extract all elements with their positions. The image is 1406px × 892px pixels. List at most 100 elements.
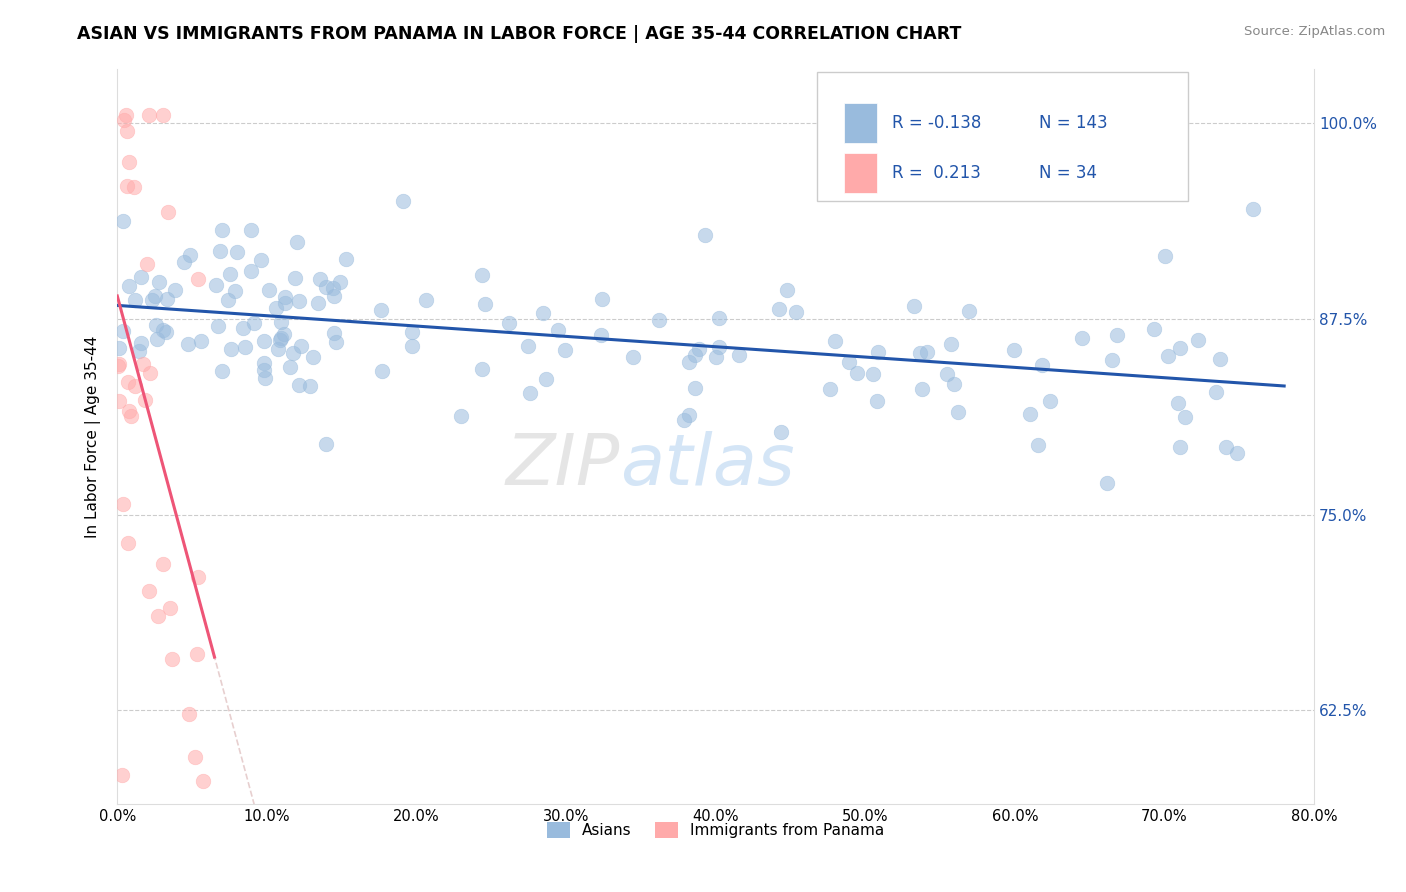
Point bbox=[209, 244, 232, 258]
Point bbox=[302, 351, 325, 365]
Point bbox=[704, 350, 727, 364]
Legend: Asians, Immigrants from Panama: Asians, Immigrants from Panama bbox=[541, 816, 890, 845]
Point bbox=[1215, 440, 1237, 454]
Point bbox=[534, 372, 557, 386]
Point bbox=[315, 437, 337, 451]
Point bbox=[775, 283, 797, 297]
Point bbox=[554, 343, 576, 357]
Point bbox=[281, 346, 304, 360]
Point bbox=[179, 248, 201, 262]
Point bbox=[370, 364, 392, 378]
Point bbox=[135, 257, 157, 271]
Point bbox=[111, 768, 134, 782]
Point bbox=[184, 750, 207, 764]
Point bbox=[152, 557, 174, 571]
Point bbox=[591, 293, 613, 307]
Point bbox=[1154, 249, 1177, 263]
Text: R = -0.138: R = -0.138 bbox=[891, 114, 981, 132]
Point bbox=[1156, 349, 1178, 363]
Point bbox=[225, 244, 247, 259]
Point bbox=[190, 334, 212, 348]
Point bbox=[134, 392, 156, 407]
Point bbox=[531, 306, 554, 320]
Point bbox=[129, 335, 152, 350]
Point bbox=[107, 359, 129, 373]
Point bbox=[156, 292, 179, 306]
Point bbox=[143, 289, 166, 303]
Point bbox=[152, 108, 174, 122]
Point bbox=[290, 339, 312, 353]
Point bbox=[1002, 343, 1025, 357]
Point bbox=[278, 359, 301, 374]
Point bbox=[118, 404, 141, 418]
Point bbox=[942, 377, 965, 392]
Point bbox=[157, 204, 180, 219]
Text: ASIAN VS IMMIGRANTS FROM PANAMA IN LABOR FORCE | AGE 35-44 CORRELATION CHART: ASIAN VS IMMIGRANTS FROM PANAMA IN LABOR… bbox=[77, 25, 962, 43]
Point bbox=[709, 340, 731, 354]
Point bbox=[1170, 441, 1192, 455]
Point bbox=[224, 284, 246, 298]
Point bbox=[112, 113, 135, 128]
Point bbox=[1031, 359, 1053, 373]
Point bbox=[177, 336, 200, 351]
Point bbox=[911, 382, 934, 396]
Point bbox=[824, 334, 846, 348]
Point bbox=[768, 301, 790, 316]
Point bbox=[683, 347, 706, 361]
Point bbox=[392, 194, 415, 208]
Point bbox=[547, 323, 569, 337]
Point bbox=[257, 283, 280, 297]
Point bbox=[285, 235, 308, 249]
Point bbox=[519, 385, 541, 400]
Point bbox=[917, 345, 939, 359]
Point bbox=[309, 272, 332, 286]
Point bbox=[688, 342, 710, 356]
Point bbox=[288, 294, 311, 309]
Point bbox=[307, 296, 329, 310]
Point bbox=[274, 296, 297, 310]
Point bbox=[273, 327, 295, 342]
Point bbox=[148, 276, 170, 290]
Point bbox=[128, 344, 150, 359]
Text: Source: ZipAtlas.com: Source: ZipAtlas.com bbox=[1244, 25, 1385, 38]
Point bbox=[673, 413, 696, 427]
Point bbox=[866, 393, 889, 408]
Point bbox=[903, 299, 925, 313]
Point bbox=[939, 337, 962, 351]
Point bbox=[288, 378, 311, 392]
Point bbox=[141, 293, 163, 308]
Point bbox=[415, 293, 437, 308]
Text: R =  0.213: R = 0.213 bbox=[891, 164, 980, 182]
Point bbox=[253, 334, 276, 349]
Point bbox=[267, 342, 290, 356]
Point bbox=[862, 367, 884, 381]
Point bbox=[108, 394, 131, 409]
Point bbox=[177, 706, 200, 721]
Point bbox=[269, 334, 291, 348]
Point bbox=[1018, 407, 1040, 421]
Point bbox=[165, 283, 187, 297]
Point bbox=[159, 601, 181, 615]
Point bbox=[211, 223, 233, 237]
Point bbox=[112, 214, 135, 228]
Point bbox=[450, 409, 472, 423]
Point bbox=[1226, 446, 1249, 460]
Point bbox=[957, 303, 980, 318]
Point bbox=[868, 345, 890, 359]
Point bbox=[1209, 352, 1232, 367]
Point bbox=[471, 362, 494, 376]
Point bbox=[685, 381, 707, 395]
Point bbox=[138, 584, 160, 599]
Point bbox=[695, 227, 717, 242]
Point bbox=[108, 357, 131, 371]
Point bbox=[108, 341, 131, 355]
Point bbox=[115, 178, 138, 193]
Point bbox=[111, 497, 134, 511]
Point bbox=[818, 382, 841, 396]
Point bbox=[155, 325, 177, 339]
Point bbox=[1105, 328, 1128, 343]
Point bbox=[186, 272, 208, 286]
Point bbox=[118, 279, 141, 293]
Point bbox=[516, 339, 538, 353]
Point bbox=[253, 362, 276, 376]
